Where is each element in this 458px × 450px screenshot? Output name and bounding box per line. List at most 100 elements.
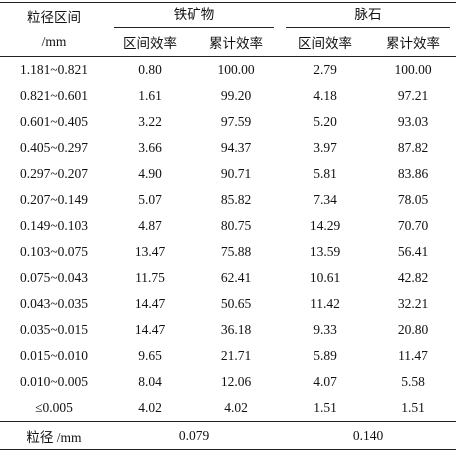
- group-label: 铁矿物: [114, 3, 274, 28]
- size-range: 0.821~0.601: [19, 88, 89, 103]
- efficiency-value: 4.90: [138, 166, 162, 181]
- efficiency-value: 4.02: [224, 400, 248, 415]
- table-row: 1.181~0.821 0.80 100.00 2.79 100.00: [0, 57, 456, 84]
- efficiency-value: 94.37: [220, 140, 252, 155]
- efficiency-value: 80.75: [220, 218, 252, 233]
- efficiency-value: 3.66: [138, 140, 162, 155]
- efficiency-value: 14.47: [134, 296, 166, 311]
- efficiency-value: 4.02: [138, 400, 162, 415]
- group-header: 脉石: [280, 3, 456, 28]
- efficiency-value: 8.04: [138, 374, 162, 389]
- size-range: ≤0.005: [35, 400, 73, 415]
- size-range: 0.297~0.207: [19, 166, 89, 181]
- table-row: 0.103~0.075 13.47 75.88 13.59 56.41: [0, 239, 456, 265]
- size-range: 0.601~0.405: [19, 114, 89, 129]
- efficiency-value: 7.34: [313, 192, 337, 207]
- header-cell: 累计效率: [386, 36, 440, 51]
- efficiency-value: 5.07: [138, 192, 162, 207]
- efficiency-value: 3.22: [138, 114, 162, 129]
- table-row: 0.015~0.010 9.65 21.71 5.89 11.47: [0, 343, 456, 369]
- efficiency-value: 5.58: [401, 374, 425, 389]
- table-row: 0.010~0.005 8.04 12.06 4.07 5.58: [0, 369, 456, 395]
- efficiency-value: 0.80: [138, 62, 162, 77]
- table-row: 0.405~0.297 3.66 94.37 3.97 87.82: [0, 135, 456, 161]
- efficiency-value: 13.59: [309, 244, 341, 259]
- efficiency-value: 11.75: [135, 270, 165, 285]
- efficiency-value: 11.42: [310, 296, 340, 311]
- footer-cell: 0.140: [352, 427, 384, 443]
- table-row: 0.297~0.207 4.90 90.71 5.81 83.86: [0, 161, 456, 187]
- table-row: 0.043~0.035 14.47 50.65 11.42 32.21: [0, 291, 456, 317]
- table-header: 粒径区间 铁矿物 脉石 /mm 区间效率 累计效率 区间效率 累计效率: [0, 3, 456, 57]
- size-range: 0.075~0.043: [19, 270, 89, 285]
- header-row: /mm 区间效率 累计效率 区间效率 累计效率: [0, 28, 456, 57]
- efficiency-value: 21.71: [220, 348, 252, 363]
- header-row: 粒径区间 铁矿物 脉石: [0, 3, 456, 28]
- efficiency-value: 1.51: [401, 400, 425, 415]
- size-range: 0.043~0.035: [19, 296, 89, 311]
- size-range: 0.207~0.149: [19, 192, 89, 207]
- efficiency-value: 93.03: [397, 114, 429, 129]
- efficiency-value: 83.86: [397, 166, 429, 181]
- efficiency-value: 5.20: [313, 114, 337, 129]
- efficiency-value: 97.21: [397, 88, 429, 103]
- header-cell: 区间效率: [123, 36, 177, 51]
- table-row: 0.035~0.015 14.47 36.18 9.33 20.80: [0, 317, 456, 343]
- efficiency-value: 4.87: [138, 218, 162, 233]
- footer-cell: 粒径 /mm: [26, 429, 82, 445]
- efficiency-value: 90.71: [220, 166, 252, 181]
- size-range: 0.149~0.103: [19, 218, 89, 233]
- efficiency-value: 100.00: [217, 62, 255, 77]
- group-header: 铁矿物: [108, 3, 280, 28]
- efficiency-value: 5.89: [313, 348, 337, 363]
- table-footer: 粒径 /mm 0.079 0.140: [0, 421, 456, 450]
- efficiency-value: 9.65: [138, 348, 162, 363]
- table-row: 0.601~0.405 3.22 97.59 5.20 93.03: [0, 109, 456, 135]
- table-body: 1.181~0.821 0.80 100.00 2.79 100.00 0.821~0.6…: [0, 57, 456, 422]
- header-cell: 区间效率: [298, 36, 352, 51]
- efficiency-value: 1.51: [313, 400, 337, 415]
- size-range: 1.181~0.821: [19, 62, 89, 77]
- efficiency-value: 3.97: [313, 140, 337, 155]
- efficiency-value: 14.29: [309, 218, 341, 233]
- efficiency-value: 20.80: [397, 322, 429, 337]
- efficiency-value: 87.82: [397, 140, 429, 155]
- efficiency-value: 100.00: [394, 62, 432, 77]
- size-range: 0.035~0.015: [19, 322, 89, 337]
- size-range: 0.405~0.297: [19, 140, 89, 155]
- efficiency-value: 78.05: [397, 192, 429, 207]
- efficiency-value: 14.47: [134, 322, 166, 337]
- efficiency-value: 99.20: [220, 88, 252, 103]
- efficiency-value: 12.06: [220, 374, 252, 389]
- header-cell: 粒径区间: [27, 9, 81, 25]
- efficiency-value: 4.07: [313, 374, 337, 389]
- table-row: 0.075~0.043 11.75 62.41 10.61 42.82: [0, 265, 456, 291]
- efficiency-value: 62.41: [220, 270, 252, 285]
- efficiency-value: 2.79: [313, 62, 337, 77]
- size-range: 0.103~0.075: [19, 244, 89, 259]
- footer-cell: 0.079: [178, 427, 210, 443]
- header-cell: 累计效率: [209, 36, 263, 51]
- group-label: 脉石: [286, 3, 450, 28]
- efficiency-value: 56.41: [397, 244, 429, 259]
- efficiency-value: 32.21: [397, 296, 429, 311]
- efficiency-value: 36.18: [220, 322, 252, 337]
- table-row: 0.207~0.149 5.07 85.82 7.34 78.05: [0, 187, 456, 213]
- efficiency-value: 5.81: [313, 166, 337, 181]
- efficiency-value: 4.18: [313, 88, 337, 103]
- efficiency-value: 85.82: [220, 192, 252, 207]
- efficiency-value: 97.59: [220, 114, 252, 129]
- efficiency-value: 11.47: [398, 348, 428, 363]
- table-row: ≤0.005 4.02 4.02 1.51 1.51: [0, 395, 456, 422]
- efficiency-value: 10.61: [309, 270, 341, 285]
- footer-row: 粒径 /mm 0.079 0.140: [0, 422, 456, 450]
- efficiency-value: 42.82: [397, 270, 429, 285]
- header-cell: /mm: [41, 34, 67, 49]
- efficiency-value: 75.88: [220, 244, 252, 259]
- table-row: 0.821~0.601 1.61 99.20 4.18 97.21: [0, 83, 456, 109]
- efficiency-value: 1.61: [138, 88, 162, 103]
- size-range: 0.015~0.010: [19, 348, 89, 363]
- efficiency-value: 13.47: [134, 244, 166, 259]
